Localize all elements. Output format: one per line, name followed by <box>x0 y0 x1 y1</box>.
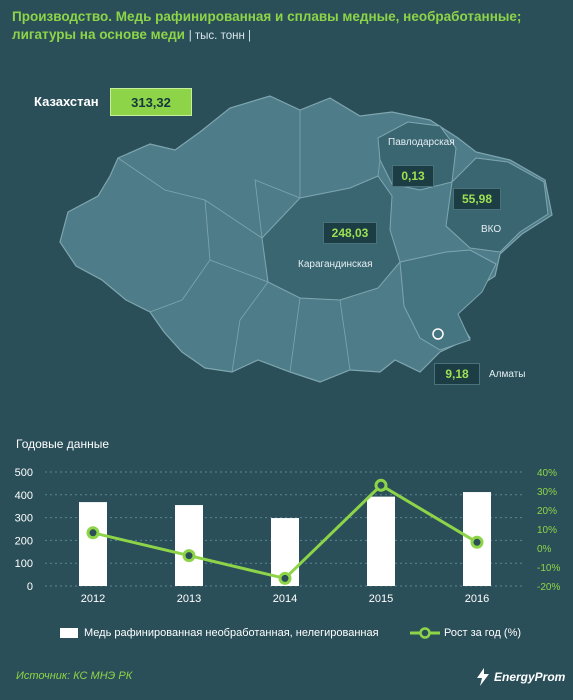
country-value-badge: 313,32 <box>110 88 192 116</box>
y-right-tick-label: -20% <box>537 582 560 593</box>
legend-bar-label: Медь рафинированная необработанная, неле… <box>84 627 379 639</box>
lightning-icon <box>477 668 489 686</box>
bar <box>367 496 395 586</box>
legend-line-swatch <box>410 627 440 639</box>
bar <box>79 502 107 586</box>
annual-chart: 500 400 300 200 100 0 40% 30% 20% 10% 0% -10% -20% 20… <box>15 467 561 605</box>
growth-point <box>470 535 484 549</box>
country-label: Казахстан <box>34 94 99 109</box>
unit-label: | тыс. тонн | <box>188 30 251 42</box>
x-tick-label: 2015 <box>369 593 393 605</box>
y-right-tick-label: 30% <box>537 487 557 498</box>
y-left-tick-label: 100 <box>15 558 33 570</box>
brand-logo: EnergyProm <box>476 668 565 686</box>
growth-point <box>374 478 388 492</box>
growth-point <box>182 549 196 563</box>
y-right-tick-label: 20% <box>537 506 557 517</box>
region-label-pavlodar: Павлодарская <box>388 137 455 148</box>
y-left-tick-label: 0 <box>27 581 33 593</box>
bar <box>175 505 203 586</box>
page-title: Производство. Медь рафинированная и спла… <box>12 8 562 45</box>
region-label-almaty: Алматы <box>489 369 526 380</box>
region-value-pavlodar: 0,13 <box>392 165 434 187</box>
y-right-tick-label: 40% <box>537 468 557 479</box>
y-left-tick-label: 400 <box>15 490 33 502</box>
x-tick-label: 2013 <box>177 593 201 605</box>
legend-bar-swatch <box>60 628 78 638</box>
region-value-almaty: 9,18 <box>434 363 480 385</box>
region-borders <box>117 110 381 373</box>
chart-legend: Медь рафинированная необработанная, неле… <box>60 624 560 642</box>
y-left-tick-label: 200 <box>15 535 33 547</box>
legend-line-label: Рост за год (%) <box>444 627 522 639</box>
growth-point <box>278 571 292 585</box>
y-left-tick-label: 300 <box>15 513 33 525</box>
region-label-karaganda: Карагандинская <box>298 259 373 270</box>
almaty-city-marker <box>432 328 444 340</box>
y-right-tick-label: -10% <box>537 563 560 574</box>
x-tick-label: 2014 <box>273 593 297 605</box>
region-label-vko: ВКО <box>481 224 502 235</box>
brand-name: EnergyProm <box>494 670 566 684</box>
chart-title: Годовые данные <box>16 437 110 451</box>
region-value-vko: 55,98 <box>453 188 501 210</box>
y-left-tick-label: 500 <box>15 467 33 479</box>
x-tick-label: 2016 <box>465 593 489 605</box>
kazakhstan-map <box>59 95 553 383</box>
y-right-tick-label: 10% <box>537 525 557 536</box>
y-right-tick-label: 0% <box>537 544 552 555</box>
title-text: Производство. Медь рафинированная и спла… <box>12 9 522 42</box>
x-tick-label: 2012 <box>81 593 105 605</box>
region-value-karaganda: 248,03 <box>323 222 377 244</box>
growth-point <box>86 526 100 540</box>
source-note: Источник: КС МНЭ РК <box>16 670 133 682</box>
almaty-region <box>399 249 497 351</box>
